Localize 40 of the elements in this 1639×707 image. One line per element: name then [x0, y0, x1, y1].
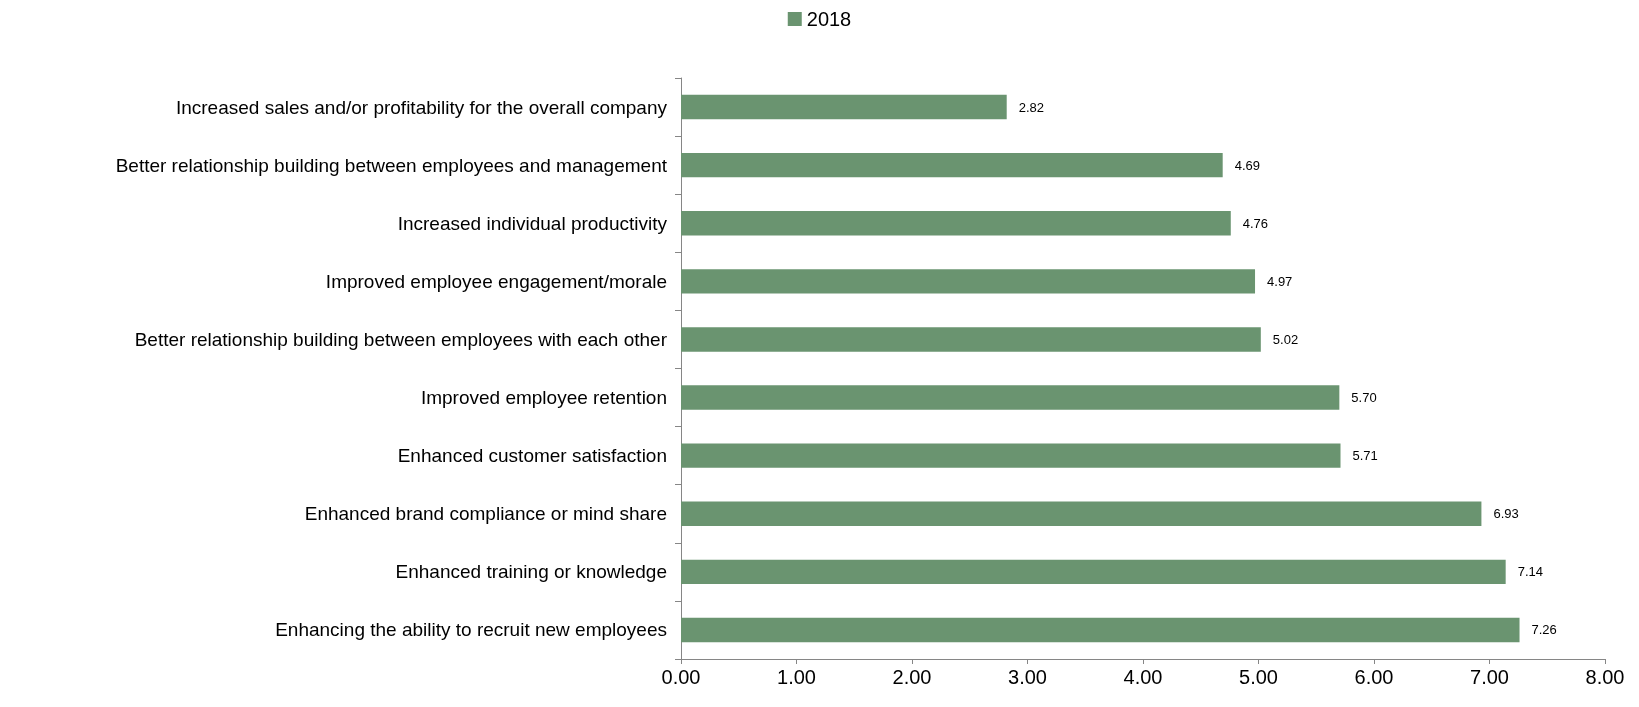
- data-label: 4.76: [1242, 215, 1269, 231]
- y-tick-label: Enhanced customer satisfaction: [397, 445, 667, 467]
- legend-label: 2018: [806, 8, 852, 30]
- y-tick-label: Better relationship building between employees with each other: [134, 328, 668, 350]
- bar: [681, 327, 1261, 352]
- y-tick-label: Enhanced brand compliance or mind share: [304, 503, 667, 525]
- bar: [681, 94, 1007, 120]
- data-label: 7.26: [1531, 622, 1557, 638]
- bar: [681, 385, 1340, 410]
- x-tick-label: 6.00: [1354, 666, 1394, 688]
- y-tick-label: Increased sales and/or profitability for the overall company: [175, 96, 668, 118]
- x-tick-label: 4.00: [1123, 666, 1163, 688]
- x-tick-label: 1.00: [777, 666, 816, 688]
- data-label: 5.70: [1351, 390, 1377, 406]
- x-tick-label: 5.00: [1239, 666, 1278, 688]
- data-label: 4.69: [1234, 157, 1261, 173]
- data-label: 6.93: [1493, 506, 1519, 522]
- y-tick-label: Better relationship building between employees and management: [115, 154, 668, 176]
- y-tick-label: Improved employee retention: [420, 387, 667, 409]
- data-label: 5.02: [1272, 331, 1299, 347]
- x-tick-label: 7.00: [1470, 666, 1509, 688]
- y-tick-label: Enhancing the ability to recruit new employees: [275, 619, 667, 641]
- bar: [681, 559, 1506, 585]
- y-tick-label: Enhanced training or knowledge: [395, 561, 667, 583]
- bar: [681, 617, 1520, 643]
- data-label: 4.97: [1267, 273, 1293, 289]
- bar: [681, 269, 1256, 294]
- y-tick-label: Increased individual productivity: [397, 212, 668, 234]
- bar: [681, 443, 1341, 468]
- data-label: 5.71: [1352, 448, 1378, 464]
- x-tick-label: 2.00: [892, 666, 932, 688]
- x-tick-label: 8.00: [1585, 666, 1625, 688]
- bar: [681, 501, 1482, 526]
- x-tick-label: 3.00: [1008, 666, 1047, 688]
- data-label: 7.14: [1517, 564, 1543, 580]
- y-tick-label: Improved employee engagement/morale: [325, 270, 667, 292]
- data-label: 2.82: [1018, 99, 1045, 115]
- bar: [681, 152, 1223, 178]
- x-tick-label: 0.00: [661, 666, 701, 688]
- bar: [681, 211, 1231, 236]
